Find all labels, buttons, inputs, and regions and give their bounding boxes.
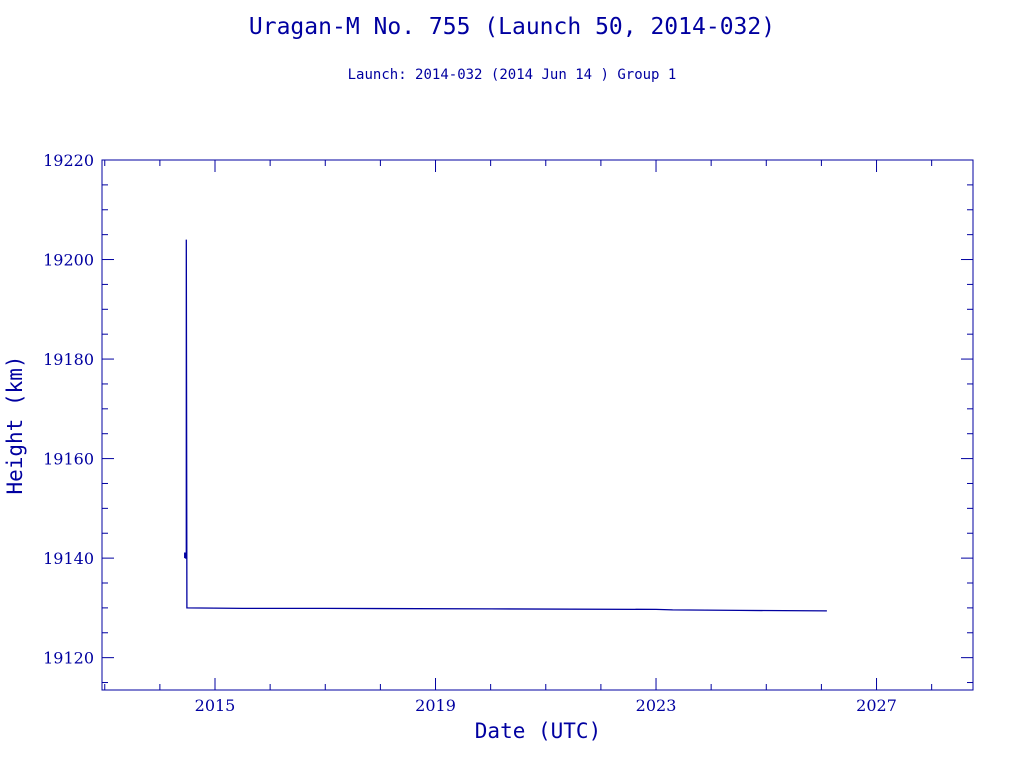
x-tick-label: 2027 [856, 696, 897, 715]
y-tick-label: 19180 [43, 350, 94, 369]
x-tick-labels: 2015 2019 2023 2027 [195, 696, 897, 715]
plot-frame [101, 159, 974, 691]
x-axis-label: Date (UTC) [474, 719, 602, 743]
y-tick-label: 19160 [43, 450, 94, 469]
x-tick-label: 2019 [415, 696, 456, 715]
chart-subtitle: Launch: 2014-032 (2014 Jun 14 ) Group 1 [347, 67, 677, 83]
height-series-line [184, 239, 827, 612]
major-ticks [102, 159, 973, 690]
minor-ticks [102, 160, 973, 690]
y-tick-label: 19120 [43, 649, 94, 668]
y-tick-label: 19200 [43, 251, 94, 270]
y-tick-labels: 19120 19140 19160 19180 19200 19220 [43, 151, 94, 668]
x-tick-label: 2023 [636, 696, 677, 715]
y-tick-label: 19140 [43, 549, 94, 568]
chart-title: Uragan-M No. 755 (Launch 50, 2014-032) [248, 14, 776, 40]
x-tick-label: 2015 [195, 696, 236, 715]
y-axis-label: Height (km) [3, 355, 27, 495]
y-tick-label: 19220 [43, 151, 94, 170]
